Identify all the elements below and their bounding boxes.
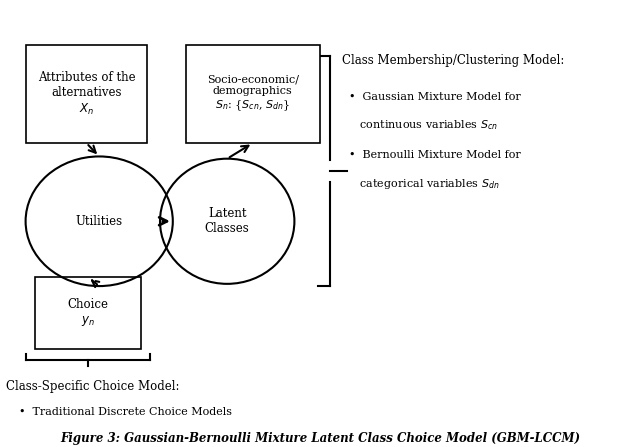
Text: Socio-economic/
demographics
$S_n$: {$S_{cn}$, $S_{dn}$}: Socio-economic/ demographics $S_n$: {$S_… [207,75,299,113]
Text: Class-Specific Choice Model:: Class-Specific Choice Model: [6,380,180,393]
Text: Attributes of the
alternatives
$X_n$: Attributes of the alternatives $X_n$ [38,71,135,117]
Text: continuous variables $S_{cn}$: continuous variables $S_{cn}$ [349,118,498,132]
Text: Figure 3: Gaussian-Bernoulli Mixture Latent Class Choice Model (GBM-LCCM): Figure 3: Gaussian-Bernoulli Mixture Lat… [60,432,580,445]
Text: •  Traditional Discrete Choice Models: • Traditional Discrete Choice Models [19,407,232,417]
Text: Utilities: Utilities [76,215,123,228]
Text: categorical variables $S_{dn}$: categorical variables $S_{dn}$ [349,177,499,190]
FancyBboxPatch shape [26,45,147,143]
Text: •  Gaussian Mixture Model for: • Gaussian Mixture Model for [349,92,520,101]
FancyBboxPatch shape [186,45,320,143]
Text: Choice
$y_n$: Choice $y_n$ [67,298,109,328]
Text: •  Bernoulli Mixture Model for: • Bernoulli Mixture Model for [349,150,520,160]
Text: Class Membership/Clustering Model:: Class Membership/Clustering Model: [342,54,564,67]
Text: Latent
Classes: Latent Classes [205,207,250,235]
FancyBboxPatch shape [35,277,141,349]
